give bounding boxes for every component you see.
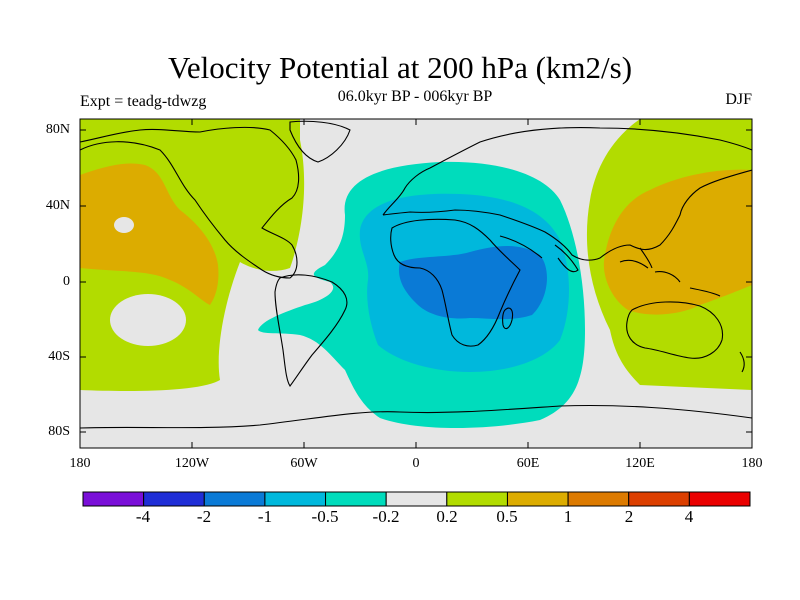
coastline-south-america bbox=[274, 274, 348, 387]
coastline-maritime-continent bbox=[619, 247, 721, 297]
field-negative-strong bbox=[398, 246, 547, 320]
colorbar-label: 1 bbox=[563, 507, 573, 526]
lon-label-180e: 180 bbox=[741, 456, 763, 471]
colorbar-swatch bbox=[385, 491, 448, 507]
coastline-north-america bbox=[80, 126, 300, 279]
coastline-madagascar bbox=[502, 307, 514, 330]
lon-label-120w: 120W bbox=[174, 456, 210, 471]
colorbar-swatch bbox=[688, 491, 751, 507]
colorbar-label: -4 bbox=[135, 507, 151, 526]
colorbar-label: 4 bbox=[684, 507, 694, 526]
coastline-antarctica bbox=[80, 404, 752, 429]
colorbar-swatch bbox=[143, 491, 205, 507]
colorbar-swatch bbox=[82, 491, 145, 507]
colorbar-label: -2 bbox=[196, 507, 212, 526]
colorbar-label: -0.5 bbox=[311, 507, 339, 526]
colorbar-swatch bbox=[567, 491, 630, 507]
coastline-new-zealand bbox=[739, 351, 745, 373]
colorbar-swatch bbox=[325, 491, 387, 507]
lat-label-80s: 80S bbox=[48, 424, 70, 439]
lon-label-60w: 60W bbox=[290, 456, 318, 471]
colorbar-label: 2 bbox=[624, 507, 634, 526]
field-neutral-hole-south-pacific bbox=[110, 294, 186, 346]
experiment-label: Expt = teadg-tdwzg bbox=[80, 93, 207, 110]
lon-label-180w: 180 bbox=[69, 456, 91, 471]
lon-label-0: 0 bbox=[412, 456, 420, 471]
lat-label-80n: 80N bbox=[45, 122, 70, 137]
field-positive-mid-pacific bbox=[80, 163, 219, 305]
coastline-africa bbox=[390, 218, 521, 347]
colorbar-label: -1 bbox=[257, 507, 273, 526]
coastline-greenland bbox=[289, 120, 351, 163]
colorbar-swatch bbox=[203, 491, 266, 507]
lat-label-0: 0 bbox=[63, 274, 70, 289]
field-neutral-hole-north-pacific bbox=[114, 217, 134, 233]
map-title: Velocity Potential at 200 hPa (km2/s) bbox=[167, 50, 633, 85]
lat-label-40s: 40S bbox=[48, 349, 70, 364]
colorbar-label: 0.2 bbox=[436, 507, 458, 526]
colorbar-swatch bbox=[446, 491, 508, 507]
coastline-arabia-india bbox=[499, 235, 579, 273]
colorbar-swatch bbox=[264, 491, 327, 507]
season-label: DJF bbox=[725, 91, 752, 108]
coastlines bbox=[80, 120, 752, 429]
lon-label-60e: 60E bbox=[516, 456, 540, 471]
velocity-potential-field bbox=[80, 119, 752, 448]
map-subtitle: 06.0kyr BP - 006kyr BP bbox=[337, 88, 493, 105]
colorbar-swatch bbox=[628, 491, 690, 507]
colorbar-label: 0.5 bbox=[496, 507, 518, 526]
lon-label-120e: 120E bbox=[625, 456, 655, 471]
coastline-australia bbox=[626, 301, 724, 359]
lat-label-40n: 40N bbox=[45, 198, 70, 213]
colorbar-swatch bbox=[506, 491, 569, 507]
colorbar-label: -0.2 bbox=[372, 507, 400, 526]
coastline-eurasia bbox=[382, 127, 752, 261]
field-positive-mid-asia bbox=[603, 169, 752, 315]
axis-ticks bbox=[79, 119, 753, 448]
colorbar bbox=[82, 491, 751, 507]
